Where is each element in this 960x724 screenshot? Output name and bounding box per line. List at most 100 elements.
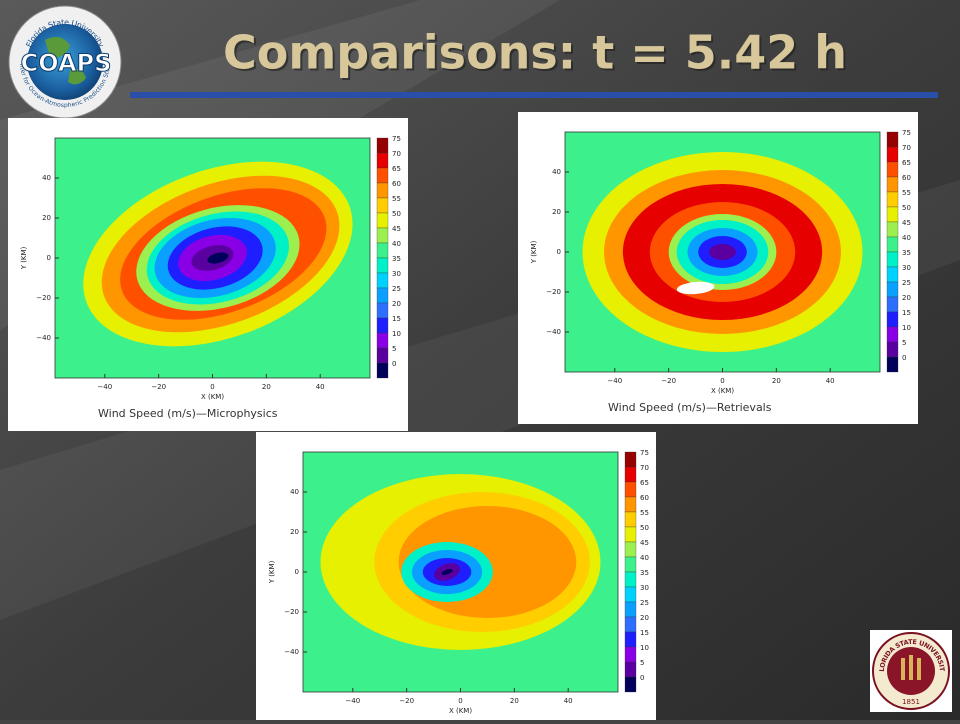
torch — [901, 658, 905, 680]
x-tick-label: 40 — [564, 697, 573, 705]
panel-caption: Wind Speed (m/s)—Retrievals — [608, 401, 772, 414]
x-tick-label: −20 — [399, 697, 414, 705]
colorbar-cell — [886, 176, 899, 193]
y-tick-label: 40 — [552, 168, 561, 176]
colorbar-label: 75 — [902, 129, 911, 137]
x-axis-label: X (KM) — [711, 387, 734, 395]
y-tick-label: −20 — [284, 608, 299, 616]
colorbar-cell — [376, 182, 389, 199]
colorbar-cell — [886, 341, 899, 358]
colorbar-cell — [624, 496, 637, 513]
colorbar-cell — [376, 197, 389, 214]
title-rule — [130, 92, 938, 98]
colorbar-label: 70 — [902, 144, 911, 152]
colorbar-cell — [624, 481, 637, 498]
x-tick-label: −20 — [151, 383, 166, 391]
colorbar-cell — [376, 362, 389, 379]
colorbar-label: 75 — [392, 135, 401, 143]
y-axis-label: Y (KM) — [530, 240, 538, 264]
x-tick-label: 0 — [720, 377, 724, 385]
colorbar-cell — [376, 287, 389, 304]
colorbar-cell — [886, 131, 899, 148]
colorbar-label: 60 — [392, 180, 401, 188]
title: Comparisons: t = 5.42 h — [223, 26, 847, 80]
colorbar-cell — [886, 146, 899, 163]
colorbar-label: 60 — [902, 174, 911, 182]
colorbar-label: 70 — [392, 150, 401, 158]
y-tick-label: −20 — [36, 294, 51, 302]
colorbar-label: 25 — [640, 599, 649, 607]
x-tick-label: −40 — [607, 377, 622, 385]
colorbar-label: 30 — [392, 270, 401, 278]
colorbar-label: 30 — [640, 584, 649, 592]
x-axis-label: X (KM) — [201, 393, 224, 401]
colorbar-cell — [624, 616, 637, 633]
colorbar-label: 35 — [640, 569, 649, 577]
panel-caption: Wind Speed (m/s)—Microphysics — [98, 407, 278, 420]
x-axis-label: X (KM) — [449, 707, 472, 715]
contour — [207, 252, 229, 264]
colorbar-cell — [376, 227, 389, 244]
colorbar-label: 0 — [392, 360, 396, 368]
colorbar-cell — [886, 221, 899, 238]
colorbar-cell — [886, 191, 899, 208]
x-tick-label: 20 — [262, 383, 271, 391]
colorbar-cell — [886, 311, 899, 328]
y-tick-label: 40 — [290, 488, 299, 496]
y-tick-label: 0 — [295, 568, 299, 576]
colorbar-cell — [886, 281, 899, 298]
colorbar-label: 65 — [902, 159, 911, 167]
colorbar-label: 70 — [640, 464, 649, 472]
colorbar-cell — [376, 137, 389, 154]
colorbar-label: 15 — [902, 309, 911, 317]
contour-field — [303, 452, 618, 692]
contour — [441, 568, 453, 576]
torch — [909, 655, 913, 680]
y-tick-label: 0 — [557, 248, 561, 256]
colorbar-label: 10 — [902, 324, 911, 332]
colorbar-cell — [624, 526, 637, 543]
x-tick-label: 0 — [210, 383, 214, 391]
y-tick-label: −20 — [546, 288, 561, 296]
colorbar-cell — [376, 152, 389, 169]
colorbar-cell — [624, 601, 637, 618]
colorbar-label: 5 — [640, 659, 644, 667]
colorbar-label: 45 — [902, 219, 911, 227]
colorbar-label: 45 — [640, 539, 649, 547]
colorbar-label: 55 — [640, 509, 649, 517]
x-tick-label: 20 — [772, 377, 781, 385]
colorbar-cell — [376, 167, 389, 184]
colorbar-label: 35 — [902, 249, 911, 257]
colorbar-label: 5 — [392, 345, 396, 353]
contour — [676, 281, 715, 295]
colorbar-label: 50 — [640, 524, 649, 532]
x-tick-label: 40 — [826, 377, 835, 385]
colorbar-cell — [624, 676, 637, 693]
colorbar-cell — [624, 586, 637, 603]
y-tick-label: 0 — [47, 254, 51, 262]
colorbar-cell — [376, 302, 389, 319]
y-tick-label: −40 — [546, 328, 561, 336]
torch — [917, 658, 921, 680]
colorbar-label: 0 — [902, 354, 906, 362]
logo-land — [45, 36, 86, 85]
colorbar-cell — [376, 272, 389, 289]
colorbar-label: 45 — [392, 225, 401, 233]
contour-field — [55, 138, 370, 378]
colorbar-cell — [624, 661, 637, 678]
fsu-year: 1851 — [902, 698, 920, 706]
colorbar-cell — [886, 326, 899, 343]
colorbar-cell — [886, 161, 899, 178]
colorbar-cell — [624, 631, 637, 648]
colorbar-label: 25 — [392, 285, 401, 293]
colorbar-cell — [886, 356, 899, 373]
x-tick-label: −20 — [661, 377, 676, 385]
colorbar-cell — [624, 571, 637, 588]
colorbar-label: 40 — [392, 240, 401, 248]
colorbar-cell — [624, 466, 637, 483]
x-tick-label: −40 — [97, 383, 112, 391]
colorbar-label: 40 — [640, 554, 649, 562]
colorbar-label: 20 — [392, 300, 401, 308]
colorbar-label: 55 — [392, 195, 401, 203]
